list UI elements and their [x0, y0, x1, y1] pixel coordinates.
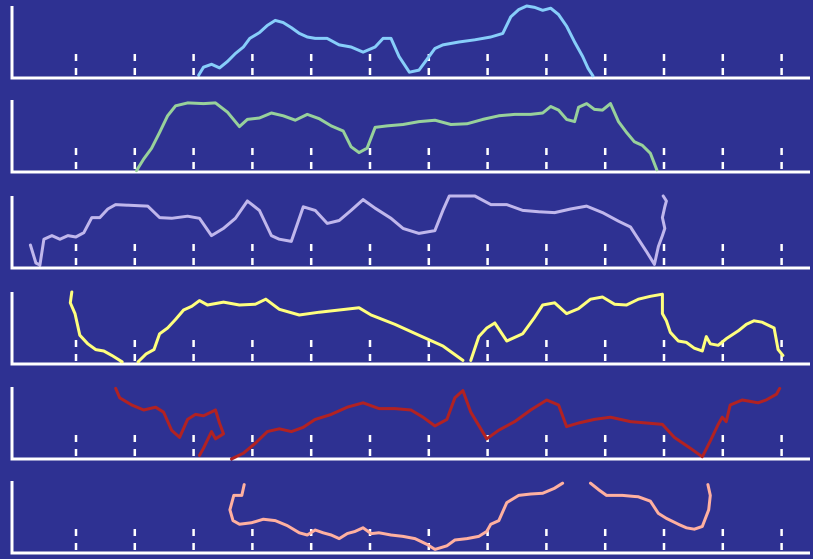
panel-6-axes	[10, 481, 810, 555]
panel-6-series-line	[228, 481, 565, 551]
panel-1	[10, 4, 810, 80]
panel-5-series-line	[114, 386, 225, 457]
panel-3-axes	[10, 196, 810, 270]
panel-3	[10, 194, 810, 270]
panel-1-series-line	[197, 4, 595, 78]
panel-1-axes	[10, 6, 810, 80]
panel-6-series-line	[589, 481, 712, 531]
panel-4-series-line	[68, 290, 124, 364]
panel-6	[10, 481, 810, 555]
panel-2-axes	[10, 100, 810, 174]
panel-4-series-line	[136, 297, 465, 364]
panel-2	[10, 100, 810, 174]
panel-4	[10, 290, 810, 366]
panel-5	[10, 386, 810, 461]
panel-2-series-line	[135, 101, 659, 173]
panel-5-axes	[10, 387, 810, 461]
panel-3-series-line	[28, 194, 668, 267]
panel-4-series-line	[469, 292, 785, 362]
panel-4-axes	[10, 292, 810, 366]
panel-5-series-line	[230, 386, 782, 461]
